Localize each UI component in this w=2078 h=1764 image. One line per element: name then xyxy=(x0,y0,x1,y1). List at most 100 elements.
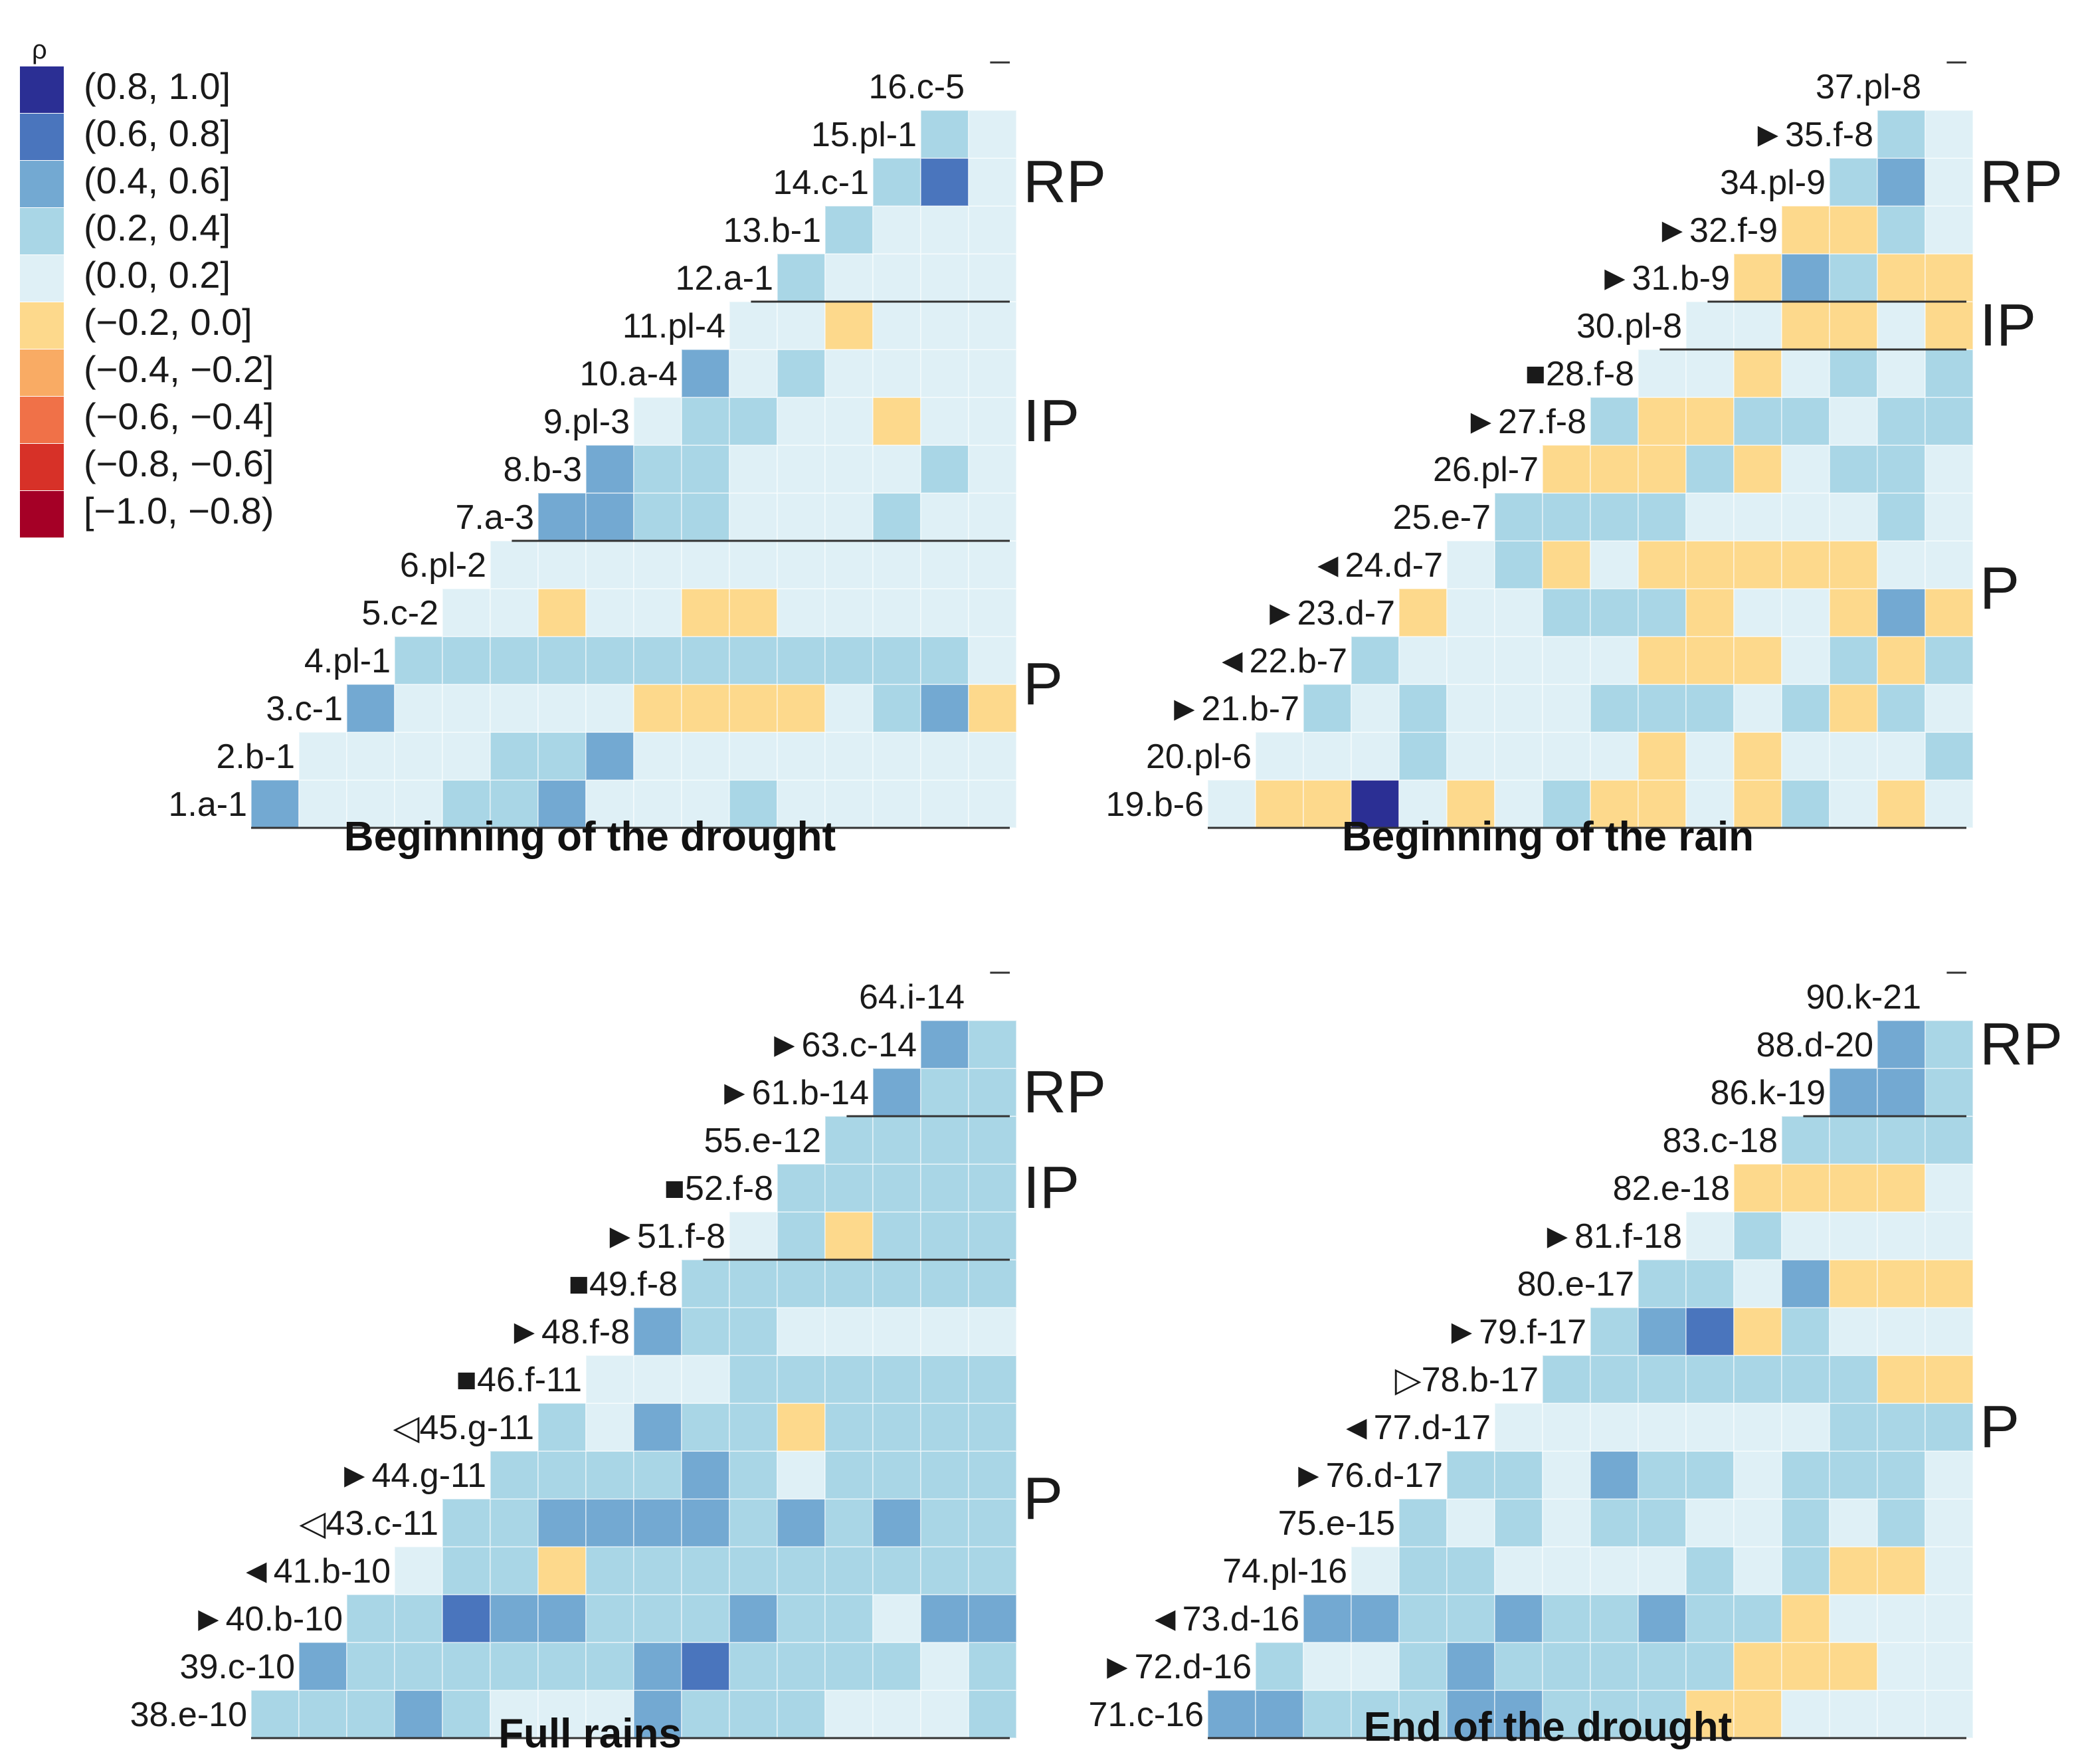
heatmap-cell xyxy=(729,636,778,685)
heatmap-cell xyxy=(1303,684,1352,733)
heatmap-cell xyxy=(394,732,443,781)
heatmap-panels: 1.a-1 2.b-1 3.c-1 4.pl-1 5.c-2 6.pl-2 7.a-3 8.b… xyxy=(130,61,2063,1757)
heatmap-cell xyxy=(537,1450,587,1500)
heatmap-cell xyxy=(1829,1068,1878,1117)
heatmap-cell xyxy=(1781,1450,1830,1500)
row-label: 3.c-1 xyxy=(266,690,343,728)
heatmap-cell xyxy=(1925,1403,1974,1452)
heatmap-cell xyxy=(490,1594,539,1643)
heatmap-cell xyxy=(824,1642,874,1691)
heatmap-cell xyxy=(1398,588,1448,637)
heatmap-cell xyxy=(490,684,539,733)
heatmap-cell xyxy=(1733,732,1782,781)
heatmap-cell xyxy=(1590,397,1639,446)
heatmap-cell xyxy=(1877,1068,1926,1117)
heatmap-cell xyxy=(777,1307,826,1356)
heatmap-cell xyxy=(920,492,969,541)
row-label: 7.a-3 xyxy=(455,498,534,537)
heatmap-cell xyxy=(968,349,1017,398)
heatmap-cell xyxy=(872,444,921,494)
heatmap-cell xyxy=(968,1068,1017,1117)
heatmap-cell xyxy=(777,1498,826,1547)
heatmap-cell xyxy=(872,205,921,254)
heatmap-cell xyxy=(729,397,778,446)
heatmap-cell xyxy=(1733,636,1782,685)
heatmap-cell xyxy=(920,1690,969,1739)
heatmap-cell xyxy=(1733,253,1782,302)
heatmap-cell xyxy=(824,636,874,685)
heatmap-cell xyxy=(537,684,587,733)
heatmap-cell xyxy=(1638,1642,1687,1691)
heatmap-cell xyxy=(681,397,730,446)
heatmap-cell xyxy=(824,1498,874,1547)
heatmap-cell xyxy=(872,684,921,733)
heatmap-cell xyxy=(1638,492,1687,541)
heatmap-cell xyxy=(824,1450,874,1500)
heatmap-cell xyxy=(1925,1355,1974,1404)
heatmap-cell xyxy=(1925,1498,1974,1547)
row-label: ►31.b-9 xyxy=(1598,259,1730,298)
heatmap-cell xyxy=(681,588,730,637)
heatmap-cell xyxy=(777,1642,826,1691)
legend-swatch xyxy=(20,302,64,349)
heatmap-cell xyxy=(1781,444,1830,494)
legend-swatch xyxy=(20,491,64,538)
heatmap-cell xyxy=(777,1211,826,1260)
panel-title: Full rains xyxy=(498,1711,682,1757)
heatmap-cell xyxy=(1685,1594,1735,1643)
heatmap-cell xyxy=(1542,492,1591,541)
heatmap-cell xyxy=(1685,1642,1735,1691)
heatmap-cell xyxy=(1685,636,1735,685)
heatmap-cell xyxy=(1590,444,1639,494)
rho-legend: ρ (0.8, 1.0] (0.6, 0.8] (0.4, 0.6] (0.2, 0.… xyxy=(20,35,274,538)
heatmap-cell xyxy=(1829,1307,1878,1356)
heatmap-cell xyxy=(1590,1642,1639,1691)
heatmap-cell xyxy=(1542,1403,1591,1452)
heatmap-cell xyxy=(1877,1546,1926,1595)
heatmap-cell xyxy=(872,1211,921,1260)
heatmap-cell xyxy=(920,684,969,733)
heatmap-cell xyxy=(1638,588,1687,637)
heatmap-cell xyxy=(681,1307,730,1356)
heatmap-cell xyxy=(968,1163,1017,1213)
heatmap-cell xyxy=(633,1642,682,1691)
heatmap-cell xyxy=(633,397,682,446)
heatmap-cell xyxy=(968,253,1017,302)
panel-title: Beginning of the drought xyxy=(344,814,836,860)
heatmap-cell xyxy=(633,444,682,494)
heatmap-cell xyxy=(1877,157,1926,207)
heatmap-cell xyxy=(1829,492,1878,541)
heatmap-cell xyxy=(1877,253,1926,302)
heatmap-cell xyxy=(872,1068,921,1117)
heatmap-cell xyxy=(1590,1546,1639,1595)
heatmap-cell xyxy=(585,732,634,781)
heatmap-cell xyxy=(968,1546,1017,1595)
heatmap-cell xyxy=(1877,779,1926,829)
heatmap-cell xyxy=(1733,684,1782,733)
heatmap-cell xyxy=(1925,540,1974,589)
heatmap-cell xyxy=(729,444,778,494)
heatmap-cell xyxy=(777,444,826,494)
heatmap-cell xyxy=(1446,1546,1495,1595)
heatmap-cell xyxy=(1590,684,1639,733)
heatmap-cell xyxy=(1446,1642,1495,1691)
heatmap-cell xyxy=(585,540,634,589)
heatmap-cell xyxy=(872,1450,921,1500)
heatmap-cell xyxy=(1446,588,1495,637)
heatmap-cell xyxy=(1733,1211,1782,1260)
heatmap-cell xyxy=(920,732,969,781)
heatmap-cell xyxy=(1638,349,1687,398)
heatmap-cell xyxy=(872,1403,921,1452)
heatmap-cell xyxy=(1494,540,1543,589)
heatmap-cell xyxy=(920,444,969,494)
heatmap-cell xyxy=(1733,1355,1782,1404)
heatmap-cell xyxy=(777,1450,826,1500)
heatmap-cell xyxy=(729,1211,778,1260)
heatmap-cell xyxy=(298,1690,347,1739)
heatmap-cell xyxy=(1733,492,1782,541)
group-label: P xyxy=(1023,651,1063,718)
heatmap-cell xyxy=(1638,397,1687,446)
heatmap-cell xyxy=(1829,1690,1878,1739)
row-label: ►44.g-11 xyxy=(337,1456,486,1495)
